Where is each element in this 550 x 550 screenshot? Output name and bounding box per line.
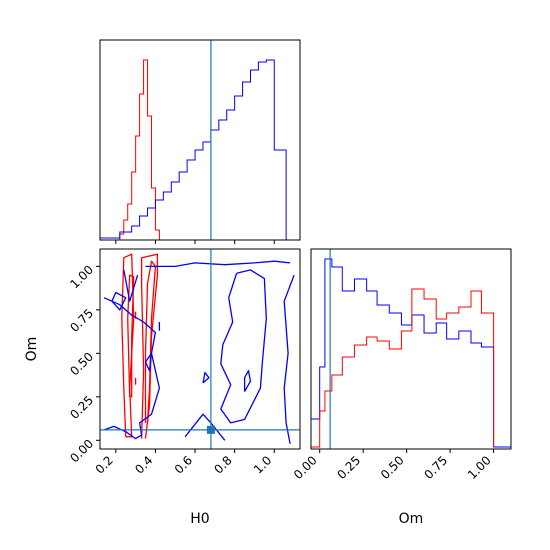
joint-x-tick-label-0: 0.2: [93, 453, 116, 476]
joint-x-tick-label-3: 0.8: [211, 453, 234, 476]
h0-hist-series-0: [119, 59, 160, 240]
contour-2: [140, 253, 159, 439]
contour-12: [220, 269, 267, 424]
joint-x-tick-label-2: 0.6: [172, 453, 195, 476]
contour-9: [184, 413, 226, 441]
om-x-axis-label: Om: [399, 511, 424, 527]
h0-hist-frame: [99, 39, 301, 241]
joint-contours: [100, 249, 300, 449]
contour-3: [144, 260, 157, 423]
om-hist-series-1: [310, 288, 495, 449]
om-hist-tick-label-3: 0.75: [421, 453, 450, 482]
joint-y-tick-label-1: 0.25: [67, 393, 96, 422]
contour-7: [145, 260, 291, 268]
om-hist-series-0: [310, 258, 512, 449]
joint-y-tick-label-2: 0.50: [67, 350, 96, 379]
om-histogram-panel: 0.00 0.25 0.50 0.75 1.00 Om: [291, 248, 512, 527]
om-hist-frame: [310, 248, 512, 450]
contour-1: [127, 274, 135, 398]
contour-14: [144, 352, 153, 372]
joint-y-tick-label-0: 0.00: [67, 437, 96, 466]
contour-11: [111, 291, 127, 311]
joint-y-tick-label-4: 1.00: [67, 263, 96, 292]
joint-x-axis-label: H0: [190, 511, 209, 527]
joint-y-axis-label: Om: [24, 337, 40, 362]
contour-13: [243, 370, 252, 392]
om-hist-tick-label-1: 0.25: [335, 453, 364, 482]
joint-truth-marker: [206, 425, 215, 434]
om-hist-tick-label-0: 0.00: [291, 453, 320, 482]
joint-x-tick-label-1: 0.4: [132, 453, 155, 476]
joint-x-tick-label-4: 1.0: [251, 453, 274, 476]
contour-0: [121, 253, 135, 438]
contour-8: [283, 274, 295, 444]
contour-10: [123, 269, 139, 302]
joint-frame: [99, 248, 301, 450]
om-hist-tick-label-2: 0.50: [378, 453, 407, 482]
contour-6: [103, 297, 161, 440]
contour-15: [202, 371, 210, 384]
joint-contour-panel: 0.2 0.4 0.6 0.8 1.0 0.00 0.25 0.50 0.75 1.00 H0 Om: [24, 248, 301, 527]
h0-hist-series-1: [99, 59, 287, 240]
h0-histogram-panel: [99, 39, 301, 244]
joint-y-tick-label-3: 0.75: [67, 306, 96, 335]
om-hist-tick-label-4: 1.00: [465, 453, 494, 482]
